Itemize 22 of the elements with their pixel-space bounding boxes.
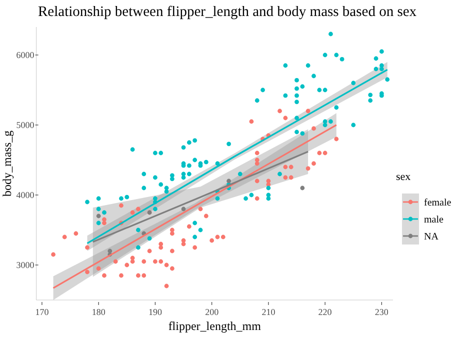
x-axis-title: flipper_length_mm bbox=[168, 319, 262, 333]
x-tick-label: 200 bbox=[205, 307, 220, 317]
x-tick-label: 230 bbox=[374, 307, 389, 317]
legend-label: male bbox=[424, 214, 444, 226]
x-tick-label: 220 bbox=[318, 307, 332, 317]
y-tick-label: 6000 bbox=[16, 50, 35, 60]
x-tick-label: 210 bbox=[262, 307, 276, 317]
point bbox=[96, 214, 101, 218]
point bbox=[181, 206, 186, 212]
y-tick-label: 5000 bbox=[16, 120, 35, 130]
point bbox=[226, 178, 232, 184]
point bbox=[300, 186, 305, 190]
x-tick-label: 180 bbox=[92, 307, 106, 317]
legend-title: sex bbox=[396, 171, 412, 183]
y-axis-title: body_mass_g bbox=[0, 130, 14, 196]
x-tick-label: 190 bbox=[148, 307, 162, 317]
y-tick-label: 3000 bbox=[16, 260, 35, 270]
chart-title: Relationship between flipper_length and body mass based on sex bbox=[38, 4, 418, 20]
legend-label: NA bbox=[424, 232, 440, 242]
x-tick-label: 170 bbox=[35, 307, 50, 317]
legend-label: female bbox=[424, 198, 452, 208]
y-tick-label: 4000 bbox=[16, 190, 35, 200]
